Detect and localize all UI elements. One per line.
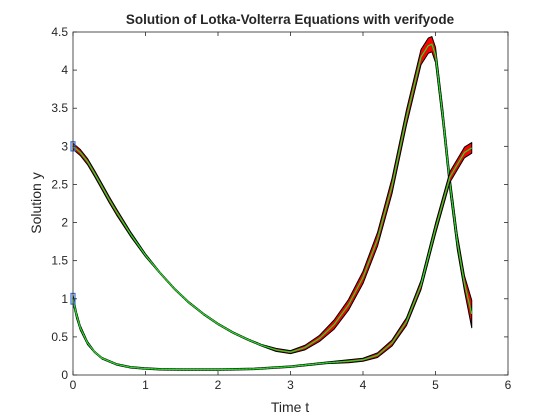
x-tick-label: 2 [215,378,222,392]
x-tick-label: 3 [287,378,294,392]
y-tick-label: 4.5 [51,25,68,39]
x-tick-label: 4 [360,378,367,392]
y-tick-label: 1 [61,292,68,306]
x-tick-label: 1 [142,378,149,392]
y-tick-label: 0.5 [51,330,68,344]
chart-title: Solution of Lotka-Volterra Equations wit… [126,12,455,27]
x-tick-label: 0 [70,378,77,392]
y-tick-label: 2 [61,216,68,230]
x-axis-label: Time t [271,399,309,415]
y-tick-label: 2.5 [51,177,68,191]
y-axis-label: Solution y [28,172,44,233]
y-tick-label: 3.5 [51,101,68,115]
y-tick-label: 3 [61,139,68,153]
y-tick-label: 1.5 [51,254,68,268]
x-tick-label: 5 [432,378,439,392]
y-tick-label: 0 [61,368,68,382]
y-tick-label: 4 [61,63,68,77]
x-tick-label: 6 [505,378,512,392]
